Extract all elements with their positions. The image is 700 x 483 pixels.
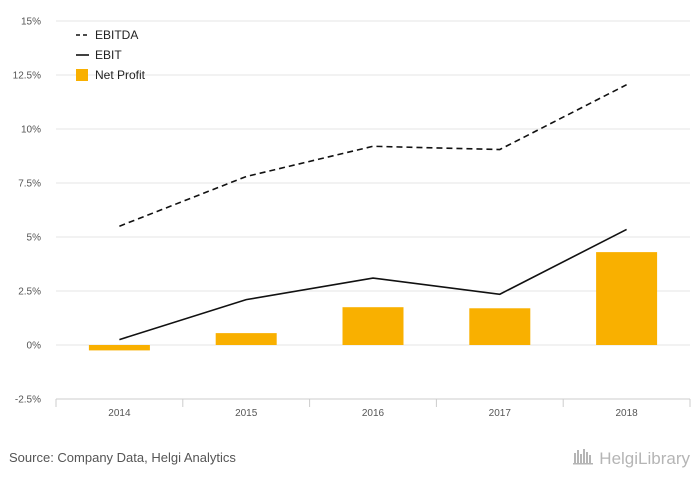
series-lines — [119, 84, 627, 341]
chart: 15%12.5%10%7.5%5%2.5%0%-2.5% 2014 2015 201… — [13, 17, 691, 419]
x-tick-label: 2018 — [615, 408, 638, 419]
x-tick-label: 2016 — [362, 408, 385, 419]
y-tick-label: 10% — [21, 125, 41, 136]
net-profit-bar — [469, 308, 531, 345]
net-profit-bar — [596, 252, 658, 345]
ebit-line — [119, 228, 627, 341]
legend-label-ebit: EBIT — [95, 48, 122, 62]
y-tick-label: 2.5% — [18, 287, 41, 298]
x-tick-label: 2017 — [489, 408, 512, 419]
legend-swatch-net-profit — [76, 69, 88, 81]
legend-label-net-profit: Net Profit — [95, 68, 146, 82]
legend: EBITDA EBIT Net Profit — [76, 28, 146, 82]
y-tick-label: 15% — [21, 17, 41, 28]
net-profit-bar — [342, 307, 404, 345]
legend-item-ebit: EBIT — [76, 48, 122, 62]
net-profit-bar — [88, 345, 150, 351]
gridlines — [56, 20, 690, 400]
y-tick-label: 5% — [27, 233, 42, 244]
legend-item-net-profit: Net Profit — [76, 68, 146, 82]
ebitda-line — [119, 84, 627, 227]
net-profit-bars — [88, 252, 658, 351]
source-note: Source: Company Data, Helgi Analytics — [9, 450, 236, 465]
legend-label-ebitda: EBITDA — [95, 28, 138, 42]
y-tick-label: 12.5% — [13, 71, 41, 82]
y-tick-label: 0% — [27, 341, 42, 352]
x-axis: 2014 2015 2016 2017 2018 — [55, 398, 691, 419]
net-profit-bar — [215, 333, 277, 345]
y-axis-ticks: 15% 12.5% 10% 7.5% 5% 2.5% 0% -2.5% — [13, 17, 41, 406]
brand: HelgiLibrary — [573, 447, 690, 470]
x-tick-label: 2014 — [108, 408, 131, 419]
library-logo-icon — [573, 447, 595, 470]
y-tick-label: 7.5% — [18, 179, 41, 190]
legend-item-ebitda: EBITDA — [76, 28, 138, 42]
x-tick-label: 2015 — [235, 408, 258, 419]
brand-name: HelgiLibrary — [599, 448, 690, 468]
y-tick-label: -2.5% — [15, 395, 41, 406]
